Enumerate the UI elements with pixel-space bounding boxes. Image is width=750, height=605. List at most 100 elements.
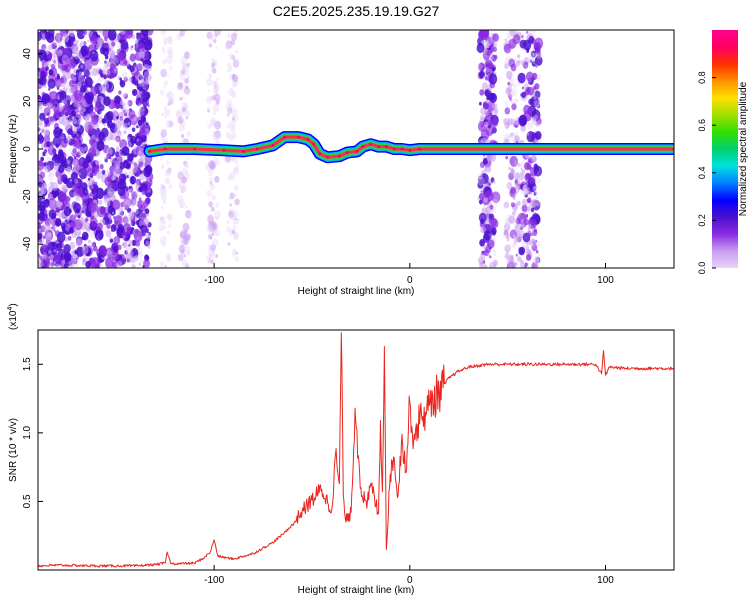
clutter-speck [73,100,79,108]
spectrogram-y-ticks: -40 -20 0 20 40 [22,48,43,251]
clutter-speck [38,187,44,196]
clutter-speck [163,41,167,46]
clutter-speck [490,117,499,128]
clutter-speck [98,232,104,240]
clutter-speck [161,133,165,138]
clutter-speck [61,104,71,115]
clutter-speck [137,194,142,201]
clutter-speck [74,90,83,102]
clutter-speck [184,164,187,168]
clutter-speck [513,83,517,88]
clutter-speck [84,146,88,152]
clutter-speck [138,78,145,87]
clutter-speck [164,115,167,119]
clutter-speck [215,132,221,141]
clutter-speck [122,235,126,239]
clutter-speck [146,65,152,72]
clutter-speck [479,199,483,205]
clutter-speck [229,171,236,180]
clutter-speck [51,182,59,191]
clutter-speck [106,189,111,195]
clutter-speck [228,53,234,60]
clutter-speck [140,182,148,192]
clutter-speck [59,77,65,84]
clutter-speck [122,216,129,224]
clutter-speck [113,235,121,245]
clutter-speck [212,80,218,87]
clutter-speck [128,76,133,82]
ridge-point [271,143,275,147]
clutter-speck [178,119,181,123]
clutter-speck [167,50,174,59]
clutter-speck [512,196,515,200]
clutter-speck [128,126,132,132]
clutter-speck [96,170,103,180]
clutter-speck [485,245,491,254]
clutter-speck [232,117,235,121]
clutter-speck [96,222,103,232]
clutter-speck [235,164,240,170]
clutter-speck [122,223,132,235]
clutter-speck [214,85,217,89]
clutter-speck [513,174,516,178]
clutter-speck [70,172,78,181]
clutter-speck [490,209,494,214]
clutter-speck [225,40,233,49]
clutter-speck [41,182,48,190]
clutter-speck [527,197,532,204]
clutter-speck [165,169,171,177]
clutter-speck [73,49,77,54]
clutter-speck [84,222,91,231]
clutter-speck [73,125,78,132]
clutter-speck [69,86,76,94]
clutter-speck [215,76,220,82]
clutter-speck [130,75,136,83]
clutter-speck [142,217,150,227]
clutter-speck [42,252,48,260]
clutter-speck [514,183,517,187]
clutter-speck [139,258,144,263]
clutter-speck [230,213,236,221]
clutter-speck [206,106,211,113]
clutter-speck [183,254,187,258]
clutter-speck [136,237,139,240]
clutter-speck [95,160,100,166]
clutter-speck [113,245,119,253]
clutter-speck [80,64,84,69]
clutter-speck [85,260,91,268]
clutter-speck [164,105,168,110]
clutter-speck [136,138,140,142]
clutter-speck [214,130,222,139]
clutter-speck [73,45,80,53]
clutter-speck [535,250,539,254]
clutter-speck [159,186,167,196]
clutter-speck [178,199,186,209]
clutter-speck [94,181,98,186]
clutter-speck [234,256,239,262]
svg-text:(x104): (x104) [7,303,19,330]
clutter-speck [127,122,131,126]
clutter-speck [77,38,81,43]
clutter-speck [214,215,219,221]
clutter-speck [52,58,56,64]
clutter-speck [178,123,185,132]
clutter-speck [180,83,188,92]
clutter-speck [163,137,168,144]
clutter-speck [79,216,85,224]
clutter-speck [44,60,47,64]
clutter-speck [81,107,86,113]
clutter-speck [58,149,64,157]
clutter-speck [533,165,543,177]
clutter-speck [208,73,212,79]
clutter-speck [124,112,128,117]
clutter-speck [228,87,235,96]
clutter-speck [61,48,69,57]
clutter-speck [526,132,530,136]
clutter-speck [57,49,63,57]
clutter-speck [231,157,235,162]
clutter-speck [98,199,103,206]
clutter-speck [517,163,521,168]
clutter-speck [208,169,213,177]
clutter-speck [103,214,107,218]
